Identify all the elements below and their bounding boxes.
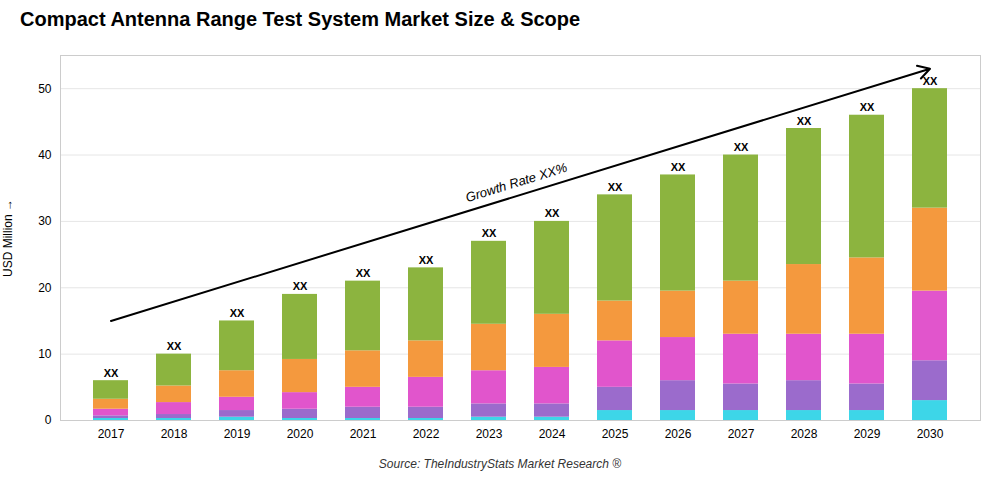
svg-text:XX: XX bbox=[230, 307, 245, 319]
svg-text:2024: 2024 bbox=[539, 427, 566, 441]
svg-text:XX: XX bbox=[104, 367, 119, 379]
svg-text:XX: XX bbox=[545, 207, 560, 219]
svg-text:50: 50 bbox=[38, 82, 52, 96]
svg-text:0: 0 bbox=[45, 413, 52, 427]
svg-text:40: 40 bbox=[38, 148, 52, 162]
svg-text:2027: 2027 bbox=[728, 427, 755, 441]
svg-text:XX: XX bbox=[671, 161, 686, 173]
svg-text:2021: 2021 bbox=[350, 427, 377, 441]
svg-text:XX: XX bbox=[608, 181, 623, 193]
svg-text:XX: XX bbox=[860, 101, 875, 113]
svg-text:2030: 2030 bbox=[917, 427, 944, 441]
svg-text:20: 20 bbox=[38, 281, 52, 295]
svg-text:XX: XX bbox=[356, 267, 371, 279]
svg-text:2028: 2028 bbox=[791, 427, 818, 441]
svg-text:10: 10 bbox=[38, 347, 52, 361]
svg-text:2017: 2017 bbox=[98, 427, 125, 441]
svg-text:XX: XX bbox=[419, 254, 434, 266]
svg-text:2018: 2018 bbox=[161, 427, 188, 441]
html-text:Source: TheIndustryStats Marke: Source: TheIndustryStats Market Research… bbox=[378, 457, 622, 471]
svg-text:XX: XX bbox=[923, 75, 938, 87]
svg-text:30: 30 bbox=[38, 214, 52, 228]
svg-text:2022: 2022 bbox=[413, 427, 440, 441]
svg-text:2023: 2023 bbox=[476, 427, 503, 441]
svg-text:Growth Rate XX%: Growth Rate XX% bbox=[464, 160, 569, 205]
svg-text:2019: 2019 bbox=[224, 427, 251, 441]
svg-text:XX: XX bbox=[797, 115, 812, 127]
svg-text:2029: 2029 bbox=[854, 427, 881, 441]
svg-text:XX: XX bbox=[167, 340, 182, 352]
svg-text:XX: XX bbox=[293, 280, 308, 292]
html-text:Compact Antenna Range Test Sys: Compact Antenna Range Test System Market… bbox=[20, 8, 581, 30]
svg-text:2025: 2025 bbox=[602, 427, 629, 441]
svg-text:XX: XX bbox=[482, 227, 497, 239]
svg-text:2026: 2026 bbox=[665, 427, 692, 441]
svg-text:2020: 2020 bbox=[287, 427, 314, 441]
svg-text:XX: XX bbox=[734, 141, 749, 153]
svg-text:USD Million →: USD Million → bbox=[1, 199, 15, 277]
